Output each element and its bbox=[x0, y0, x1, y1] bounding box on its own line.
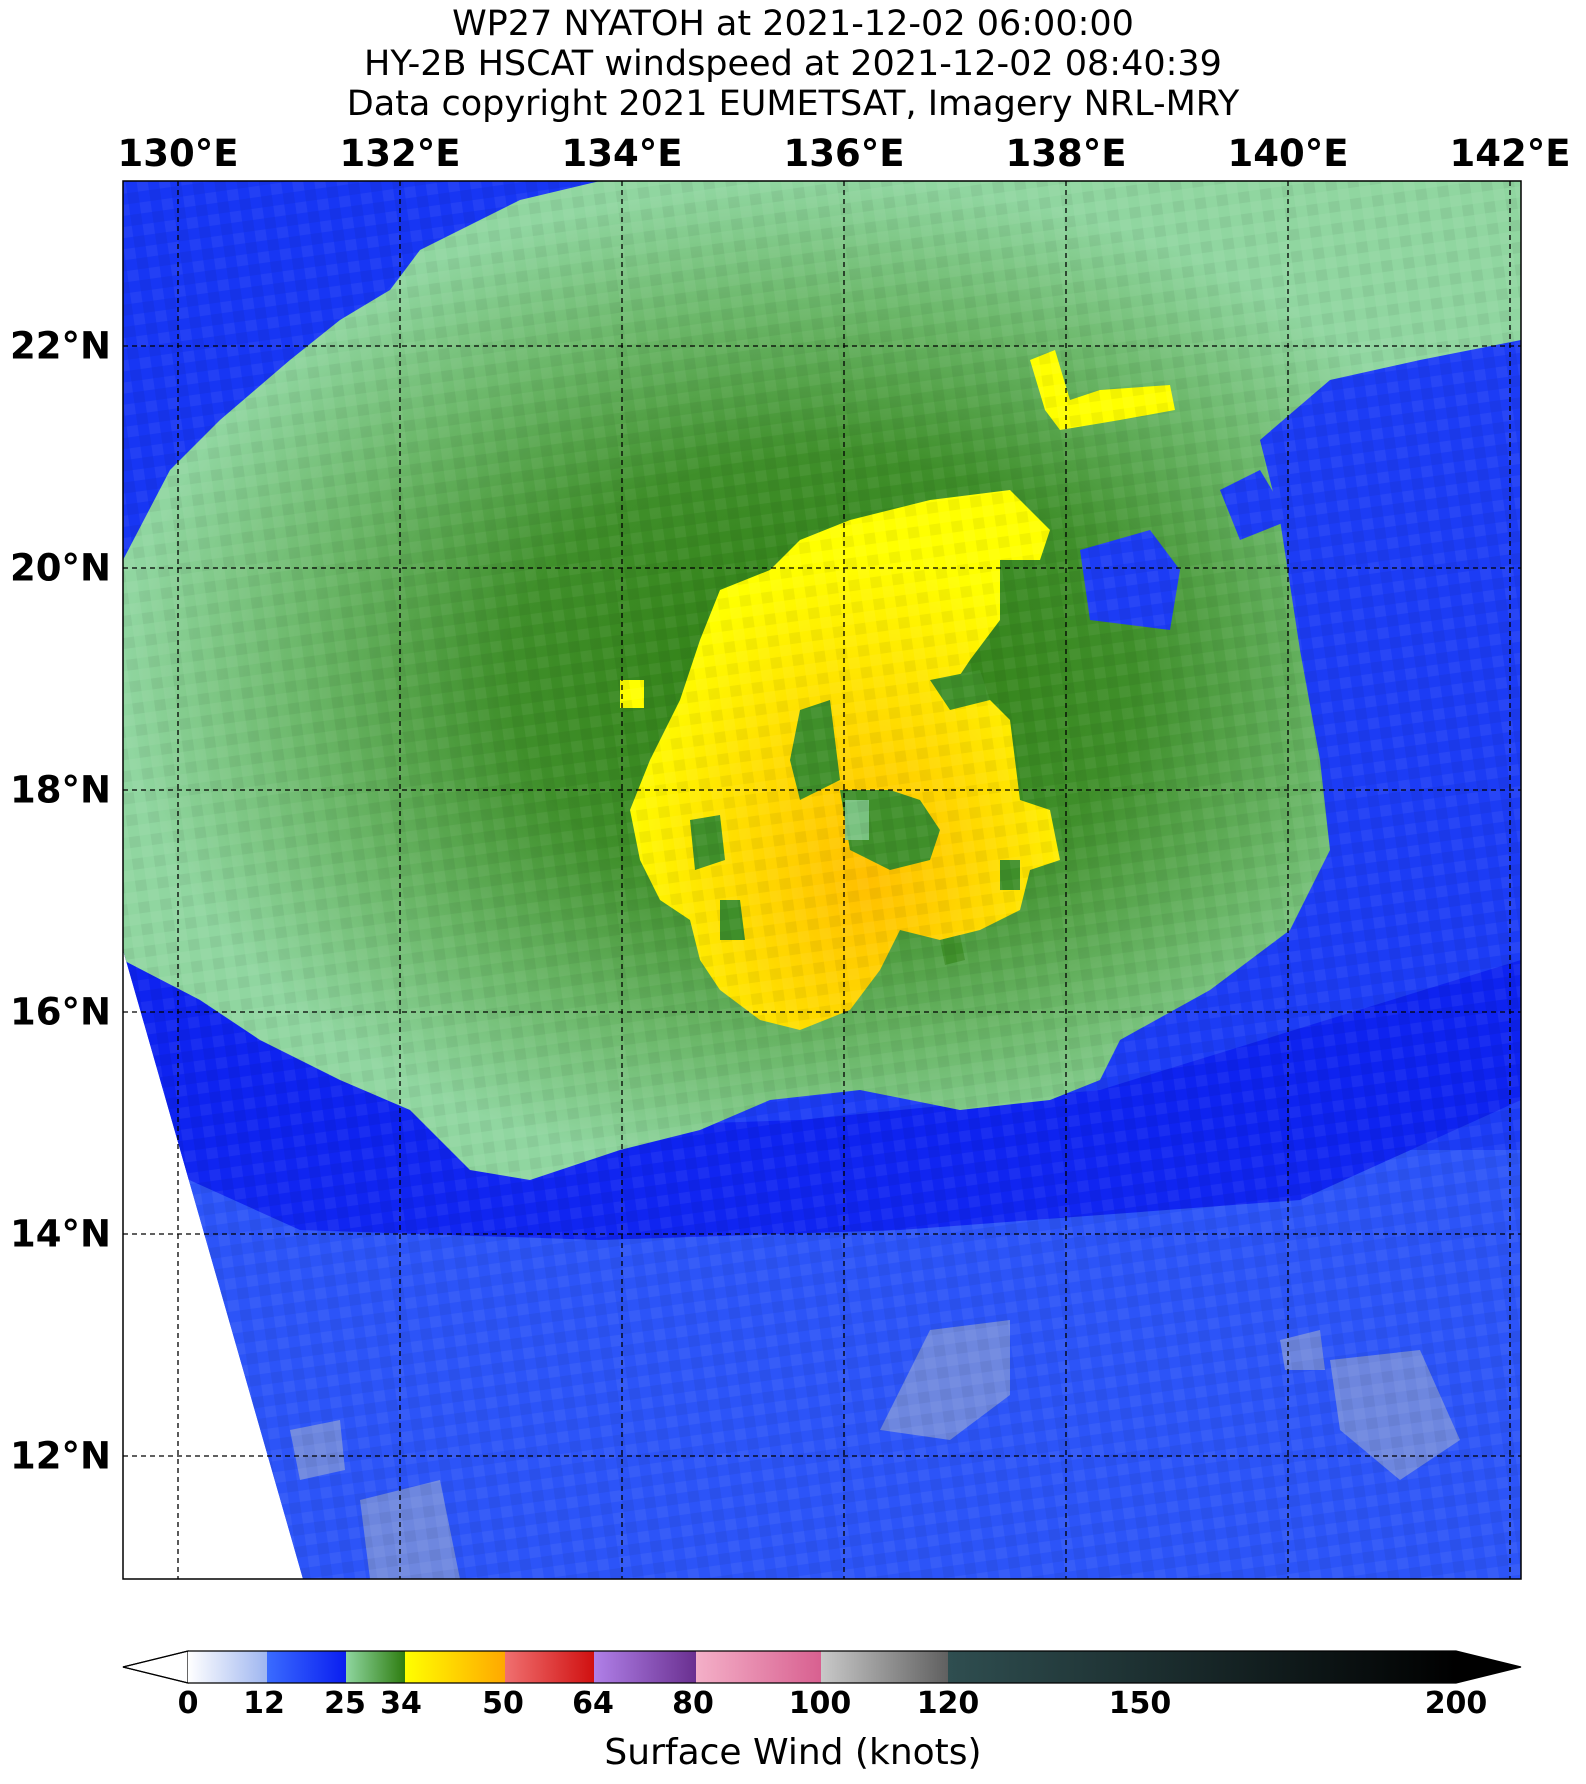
colorbar-tick-0: 0 bbox=[177, 1686, 199, 1721]
colorbar-tick-12: 12 bbox=[243, 1686, 285, 1721]
lat-label-12: 12°N bbox=[10, 1434, 111, 1478]
lon-label-136: 136°E bbox=[783, 132, 905, 175]
colorbar-tick-50: 50 bbox=[482, 1686, 524, 1721]
colorbar-min-extend bbox=[122, 1650, 189, 1684]
title-line-2: HY-2B HSCAT windspeed at 2021-12-02 08:4… bbox=[364, 44, 1222, 84]
colorbar-tick-80: 80 bbox=[672, 1686, 714, 1721]
lon-label-130: 130°E bbox=[117, 132, 239, 175]
colorbar-tick-200: 200 bbox=[1424, 1686, 1488, 1721]
colorbar-label: Surface Wind (knots) bbox=[604, 1732, 982, 1773]
colorbar bbox=[122, 1650, 1522, 1684]
lon-label-142: 142°E bbox=[1449, 132, 1571, 175]
colorbar-tick-25: 25 bbox=[324, 1686, 366, 1721]
colorbar-tick-150: 150 bbox=[1108, 1686, 1172, 1721]
wind-field bbox=[123, 181, 1521, 1579]
colorbar-tick-120: 120 bbox=[916, 1686, 980, 1721]
lat-label-22: 22°N bbox=[10, 324, 111, 368]
lat-label-18: 18°N bbox=[10, 768, 111, 812]
lon-label-134: 134°E bbox=[561, 132, 683, 175]
lon-label-138: 138°E bbox=[1005, 132, 1127, 175]
lon-label-132: 132°E bbox=[339, 132, 461, 175]
lat-label-14: 14°N bbox=[10, 1212, 111, 1256]
lon-label-140: 140°E bbox=[1227, 132, 1349, 175]
colorbar-tick-100: 100 bbox=[788, 1686, 852, 1721]
map-frame bbox=[122, 180, 1522, 1580]
colorbar-tick-64: 64 bbox=[572, 1686, 614, 1721]
graticule bbox=[123, 181, 1521, 1579]
colorbar-tick-34: 34 bbox=[380, 1686, 422, 1721]
lat-label-16: 16°N bbox=[10, 990, 111, 1034]
title-line-1: WP27 NYATOH at 2021-12-02 06:00:00 bbox=[452, 4, 1134, 44]
colorbar-max-extend bbox=[1456, 1651, 1521, 1683]
lat-label-20: 20°N bbox=[10, 546, 111, 590]
title-line-3: Data copyright 2021 EUMETSAT, Imagery NR… bbox=[346, 84, 1240, 124]
